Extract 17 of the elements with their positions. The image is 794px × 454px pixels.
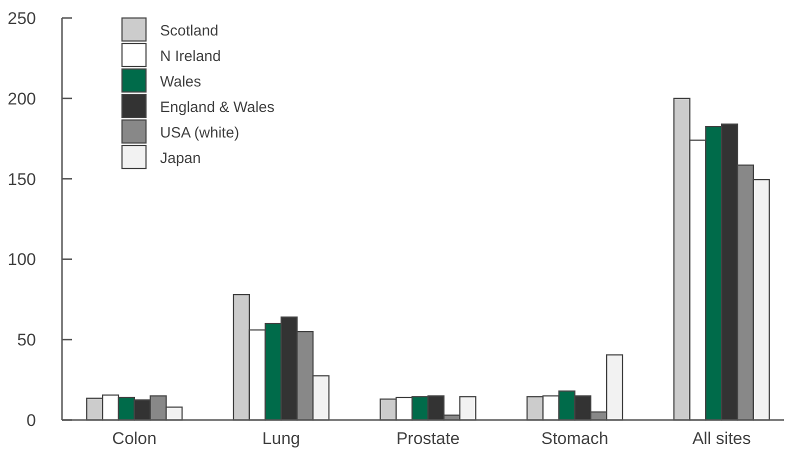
y-tick-label: 50 bbox=[17, 330, 36, 350]
x-tick-label: Colon bbox=[112, 429, 157, 448]
y-tick-label: 250 bbox=[8, 8, 36, 28]
legend-label: Scotland bbox=[160, 22, 218, 40]
x-tick-label: Prostate bbox=[396, 429, 460, 448]
y-tick-label: 100 bbox=[8, 250, 36, 270]
x-tick-label: All sites bbox=[692, 429, 751, 448]
y-tick-label: 150 bbox=[8, 170, 36, 189]
legend-label: England & Wales bbox=[160, 98, 275, 116]
legend-label: Wales bbox=[160, 73, 202, 90]
y-tick-label: 200 bbox=[8, 89, 36, 108]
x-tick-label: Stomach bbox=[541, 429, 608, 448]
legend-label: Japan bbox=[160, 150, 201, 167]
legend-label: N Ireland bbox=[160, 48, 221, 65]
x-tick-label: Lung bbox=[262, 429, 300, 448]
legend-label: USA (white) bbox=[160, 124, 240, 142]
y-tick-label: 0 bbox=[26, 410, 36, 430]
